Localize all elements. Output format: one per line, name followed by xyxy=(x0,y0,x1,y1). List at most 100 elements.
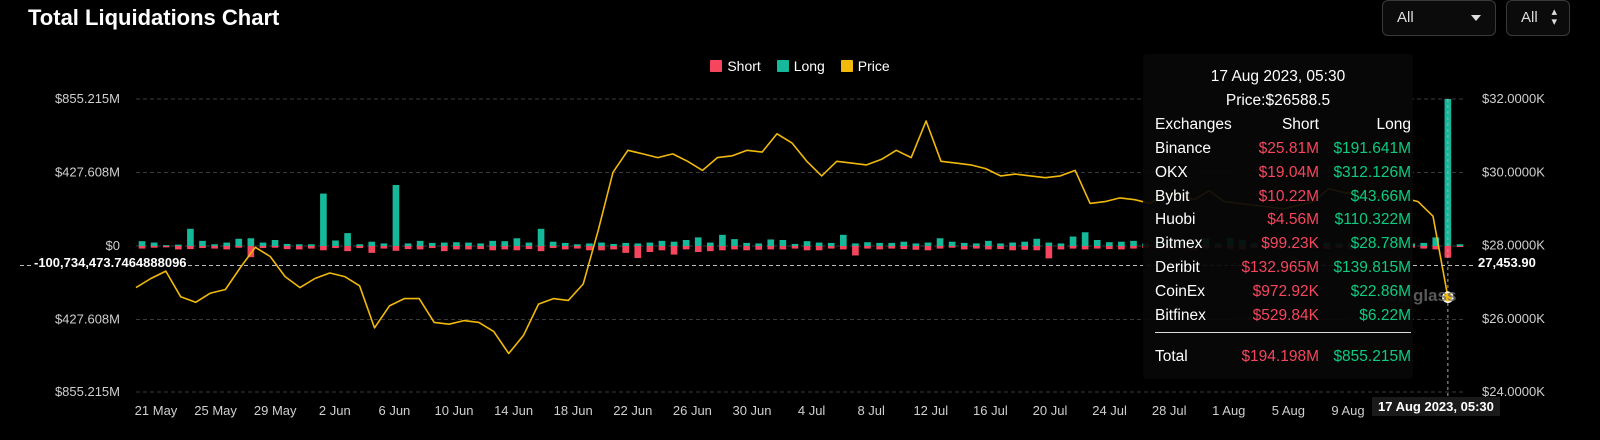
short-bar xyxy=(1456,246,1464,247)
long-bar xyxy=(755,243,763,246)
chart-title: Total Liquidations Chart xyxy=(28,5,280,30)
long-bar xyxy=(876,242,883,246)
tooltip-long: $43.66M xyxy=(1350,187,1411,205)
legend-item-price[interactable]: Price xyxy=(840,58,890,74)
x-tick-label: 6 Jun xyxy=(378,403,410,418)
long-bar xyxy=(223,242,231,246)
right-axis: $32.0000K $30.0000K $28.0000K $26.0000K $24.… xyxy=(1482,91,1545,399)
long-bar xyxy=(307,244,315,246)
long-bar xyxy=(211,244,218,246)
tooltip-row: Huobi $4.56M $110.322M xyxy=(1155,211,1411,233)
short-bar xyxy=(138,246,146,249)
long-bar xyxy=(344,233,351,246)
legend-item-long[interactable]: Long xyxy=(776,58,825,74)
short-bar xyxy=(1057,246,1065,250)
range-select-value: All xyxy=(1521,9,1538,26)
tooltip-row: Binance $25.81M $191.641M xyxy=(1155,140,1411,162)
short-bar xyxy=(1033,246,1041,251)
long-bar xyxy=(138,241,146,246)
tooltip-long: $28.78M xyxy=(1350,235,1411,253)
short-bar xyxy=(513,246,521,251)
long-bar xyxy=(634,243,642,246)
long-bar xyxy=(779,239,787,246)
short-bar xyxy=(598,246,605,251)
short-bar xyxy=(743,246,750,251)
crosshair-left-label: -100,734,473.7464888096 xyxy=(34,255,187,270)
short-bar xyxy=(694,246,702,253)
long-bar xyxy=(573,244,581,246)
tooltip-exchange: OKX xyxy=(1155,163,1188,181)
tooltip-separator xyxy=(1155,332,1411,333)
tooltip-long: $312.126M xyxy=(1333,163,1411,181)
legend-item-short[interactable]: Short xyxy=(710,58,761,74)
long-bar xyxy=(283,243,291,246)
short-bar xyxy=(682,246,690,250)
short-bar xyxy=(972,246,980,249)
long-bar xyxy=(960,242,968,246)
tooltip-row: Deribit $132.965M $139.815M xyxy=(1155,259,1411,281)
x-axis: 21 May 25 May 29 May 2 Jun 6 Jun 10 Jun 14 Jun… xyxy=(135,403,1415,418)
short-bar xyxy=(839,246,847,250)
tooltip-exchange: CoinEx xyxy=(1155,282,1205,300)
short-bar xyxy=(1105,246,1113,250)
long-bar xyxy=(525,242,533,246)
long-bar xyxy=(513,238,521,246)
long-bar xyxy=(247,238,255,246)
short-bar xyxy=(779,246,787,250)
short-bar xyxy=(392,246,400,251)
short-bar xyxy=(235,246,243,248)
short-bar xyxy=(586,246,593,251)
short-bar xyxy=(622,246,630,253)
short-bar xyxy=(162,246,170,248)
short-bar xyxy=(199,246,206,249)
long-bar xyxy=(694,237,702,246)
long-bar xyxy=(199,240,206,246)
long-bar xyxy=(428,242,436,246)
long-bar xyxy=(380,243,388,246)
short-bar xyxy=(864,246,871,249)
short-bar xyxy=(936,246,944,249)
tooltip-row: Bybit $10.22M $43.66M xyxy=(1155,188,1411,210)
x-tick-label: 14 Jun xyxy=(494,403,533,418)
short-bar xyxy=(320,246,327,251)
chevron-down-icon xyxy=(1471,15,1481,21)
long-bar xyxy=(839,234,847,246)
short-bar xyxy=(404,246,412,250)
short-bar xyxy=(706,246,714,252)
long-bar xyxy=(320,193,327,246)
short-bar xyxy=(187,246,194,250)
short-bar xyxy=(1093,246,1101,249)
long-bar xyxy=(948,241,956,246)
short-bar xyxy=(307,246,315,249)
short-bar xyxy=(477,246,484,250)
short-bar xyxy=(634,246,642,259)
short-bar xyxy=(537,246,545,252)
tooltip-exchange: Bitmex xyxy=(1155,235,1203,253)
exchange-select[interactable]: All xyxy=(1382,0,1496,36)
short-bar xyxy=(271,246,279,248)
long-bar xyxy=(537,228,545,246)
x-tick-label: 9 Aug xyxy=(1331,403,1364,418)
long-bar xyxy=(356,244,364,246)
long-bar xyxy=(1033,238,1041,246)
range-select[interactable]: All ▴ ▾ xyxy=(1506,0,1570,36)
short-bar xyxy=(150,246,158,248)
long-bar xyxy=(997,243,1004,246)
x-tick-label: 5 Aug xyxy=(1272,403,1305,418)
short-bar xyxy=(465,246,472,250)
short-bar xyxy=(960,246,968,250)
long-bar xyxy=(561,242,569,246)
price-marker xyxy=(1442,291,1454,303)
short-bar xyxy=(332,246,339,249)
short-bar xyxy=(852,246,859,256)
long-bar xyxy=(682,239,690,246)
long-bar xyxy=(162,245,170,247)
long-bar xyxy=(1093,239,1101,246)
long-bar xyxy=(610,243,617,246)
long-bar xyxy=(646,242,654,246)
short-bar xyxy=(344,246,351,252)
long-bar xyxy=(888,242,896,246)
x-tick-label: 29 May xyxy=(254,403,297,418)
x-tick-label: 1 Aug xyxy=(1212,403,1245,418)
